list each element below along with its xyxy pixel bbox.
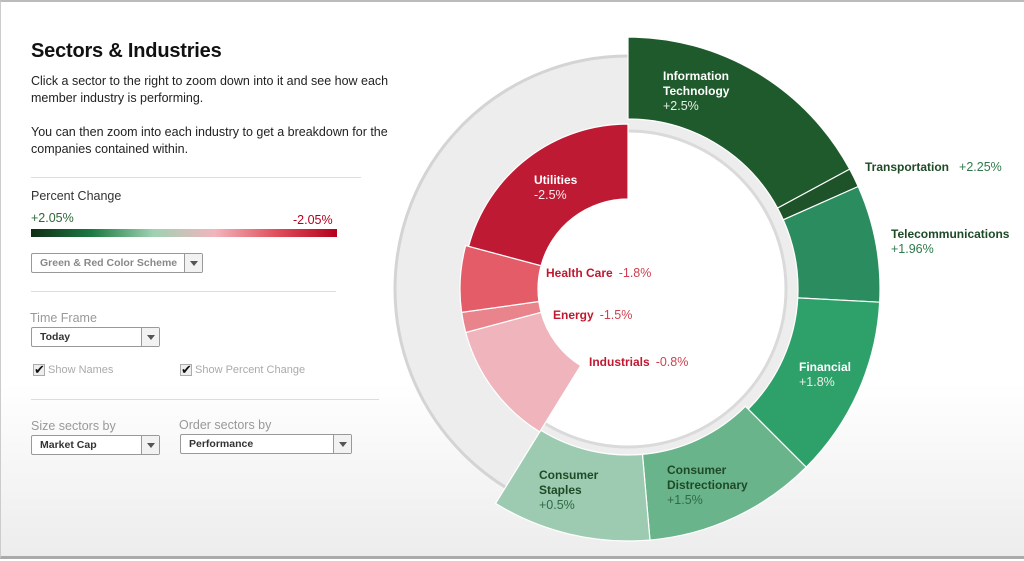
sector-label[interactable]: Energy -1.5% <box>553 308 632 322</box>
size-by-value: Market Cap <box>40 439 97 451</box>
sector-change: -0.8% <box>656 355 689 369</box>
size-by-label: Size sectors by <box>31 419 116 433</box>
sector-name: Energy <box>553 308 594 322</box>
sector-label[interactable]: Consumer Distrectionary +1.5% <box>667 463 748 507</box>
time-frame-select[interactable]: Today <box>31 327 160 347</box>
time-frame-label: Time Frame <box>30 311 97 325</box>
sector-change: -1.5% <box>600 308 633 322</box>
sector-name: Staples <box>539 483 582 497</box>
order-by-label: Order sectors by <box>179 418 272 432</box>
sector-segment-health-care[interactable] <box>459 244 542 314</box>
show-percent-label: Show Percent Change <box>195 364 306 376</box>
sector-name: Financial <box>799 360 851 374</box>
sector-change: +1.8% <box>799 375 835 389</box>
divider <box>31 399 379 400</box>
sector-name: Consumer <box>667 463 727 477</box>
chevron-down-icon <box>141 436 159 454</box>
sector-change: +2.5% <box>663 99 699 113</box>
sector-label[interactable]: Information Technology +2.5% <box>663 69 730 113</box>
sector-name: Utilities <box>534 173 578 187</box>
sector-label[interactable]: Financial +1.8% <box>799 360 851 389</box>
sector-name: Industrials <box>589 355 650 369</box>
legend-label: Percent Change <box>31 189 122 203</box>
color-scheme-value: Green & Red Color Scheme <box>40 257 178 269</box>
divider <box>31 177 361 178</box>
chevron-down-icon <box>333 435 351 453</box>
intro-text-2: You can then zoom into each industry to … <box>31 125 388 156</box>
show-names-label: Show Names <box>48 364 114 376</box>
sector-segment-consumer-staples[interactable] <box>494 429 651 542</box>
page-title: Sectors & Industries <box>31 40 222 62</box>
show-percent-checkbox[interactable]: ✔ Show Percent Change <box>180 362 306 377</box>
sector-label[interactable]: Health Care -1.8% <box>546 266 651 280</box>
sector-change: +1.5% <box>667 493 703 507</box>
color-scheme-select[interactable]: Green & Red Color Scheme <box>31 253 203 273</box>
sector-label[interactable]: Industrials -0.8% <box>589 355 688 369</box>
sector-change: +2.25% <box>959 160 1002 174</box>
sector-name: Information <box>663 69 729 83</box>
chevron-down-icon <box>184 254 202 272</box>
sector-label[interactable]: Transportation +2.25% <box>865 160 1002 174</box>
color-scale-bar <box>31 229 337 237</box>
intro-text-1: Click a sector to the right to zoom down… <box>31 74 389 105</box>
divider <box>31 291 336 292</box>
sector-name: Transportation <box>865 160 949 174</box>
sector-change: +1.96% <box>891 242 934 256</box>
checkbox-checked-icon: ✔ <box>180 362 192 377</box>
sector-label[interactable]: Consumer Staples +0.5% <box>539 468 599 512</box>
sector-name: Technology <box>663 84 730 98</box>
legend-max: +2.05% <box>31 211 74 225</box>
checkbox-checked-icon: ✔ <box>33 362 45 377</box>
chevron-down-icon <box>141 328 159 346</box>
show-names-checkbox[interactable]: ✔ Show Names <box>33 362 114 377</box>
sector-name: Telecommunications <box>891 227 1010 241</box>
sector-change: +0.5% <box>539 498 575 512</box>
sector-label[interactable]: Telecommunications +1.96% <box>891 227 1010 256</box>
legend-min: -2.05% <box>293 213 333 227</box>
sector-segment-utilities[interactable] <box>467 123 629 267</box>
order-by-select[interactable]: Performance <box>180 434 352 454</box>
sector-label[interactable]: Utilities -2.5% <box>534 173 578 202</box>
order-by-value: Performance <box>189 438 254 450</box>
sector-name: Distrectionary <box>667 478 748 492</box>
sector-change: -2.5% <box>534 188 567 202</box>
sector-name: Consumer <box>539 468 599 482</box>
size-by-select[interactable]: Market Cap <box>31 435 160 455</box>
time-frame-value: Today <box>40 331 71 343</box>
sector-change: -1.8% <box>619 266 652 280</box>
sector-name: Health Care <box>546 266 613 280</box>
